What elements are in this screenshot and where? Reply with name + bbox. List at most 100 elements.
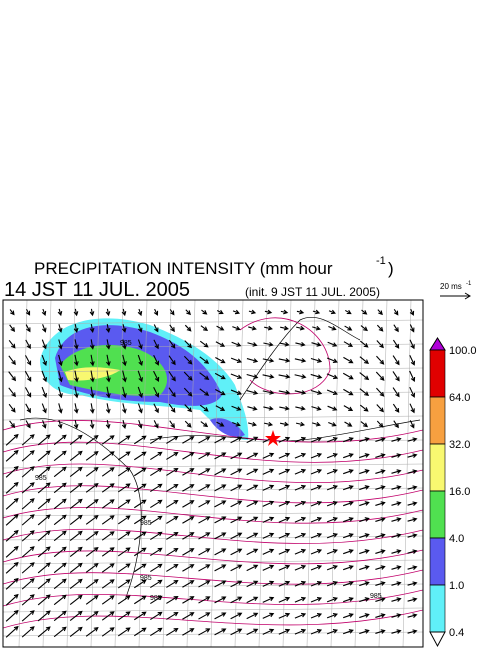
wind-arrow bbox=[278, 564, 291, 571]
wind-arrow bbox=[326, 437, 338, 443]
wind-arrow bbox=[183, 387, 193, 397]
wind-arrow bbox=[5, 593, 19, 606]
grid-line bbox=[258, 300, 268, 647]
wind-arrow bbox=[117, 627, 131, 637]
wind-arrow bbox=[8, 355, 16, 366]
wind-arrow bbox=[182, 548, 195, 556]
wind-arrow bbox=[117, 579, 131, 589]
wind-arrow bbox=[150, 451, 163, 461]
wind-arrow bbox=[184, 324, 192, 332]
wind-arrow bbox=[150, 579, 163, 589]
wind-arrow bbox=[184, 340, 193, 349]
wind-arrow bbox=[278, 628, 291, 635]
wind-arrow bbox=[246, 628, 259, 636]
isobar bbox=[3, 589, 423, 607]
isobar bbox=[3, 507, 423, 524]
grid-line bbox=[234, 300, 244, 647]
title: PRECIPITATION INTENSITY (mm hour bbox=[34, 259, 333, 278]
wind-arrow bbox=[117, 451, 131, 461]
wind-arrow bbox=[407, 485, 418, 490]
grid-line bbox=[90, 300, 100, 647]
wind-arrow bbox=[295, 405, 306, 411]
wind-arrow bbox=[150, 531, 163, 541]
wind-arrow bbox=[326, 469, 338, 475]
vector-scale-superscript: -1 bbox=[466, 281, 472, 287]
wind-arrow bbox=[278, 468, 291, 475]
wind-arrow bbox=[24, 355, 32, 366]
wind-arrow bbox=[375, 501, 386, 506]
wind-arrow bbox=[182, 564, 195, 572]
wind-arrow bbox=[214, 500, 227, 508]
wind-arrow bbox=[264, 309, 273, 315]
contour-label: 985 bbox=[370, 593, 382, 600]
wind-arrow bbox=[5, 465, 19, 478]
wind-arrow bbox=[407, 469, 418, 474]
wind-arrow bbox=[359, 485, 370, 491]
wind-arrow bbox=[215, 405, 226, 411]
wind-arrow bbox=[310, 516, 323, 523]
wind-arrow bbox=[5, 625, 19, 638]
wind-arrow bbox=[53, 514, 67, 526]
wind-arrow bbox=[101, 627, 115, 637]
wind-arrow bbox=[262, 500, 275, 507]
wind-arrow bbox=[200, 421, 209, 428]
wind-arrow bbox=[280, 309, 289, 315]
wind-arrow bbox=[182, 452, 195, 460]
wind-arrow bbox=[8, 387, 16, 398]
wind-arrow bbox=[117, 563, 131, 573]
wind-arrow bbox=[198, 548, 211, 556]
wind-arrow bbox=[214, 484, 227, 492]
wind-arrow bbox=[375, 565, 386, 570]
wind-arrow bbox=[246, 390, 259, 395]
wind-arrow bbox=[344, 325, 353, 331]
colorbar-label: 0.4 bbox=[449, 627, 464, 639]
wind-arrow bbox=[230, 500, 243, 508]
wind-arrow bbox=[137, 339, 143, 350]
contour-label: 985 bbox=[150, 595, 162, 602]
wind-arrow bbox=[392, 339, 400, 349]
wind-arrow bbox=[262, 564, 275, 571]
wind-arrow bbox=[310, 357, 323, 363]
wind-arrow bbox=[359, 549, 370, 555]
wind-arrow bbox=[214, 628, 227, 636]
wind-arrow bbox=[5, 497, 19, 510]
wind-arrow bbox=[343, 485, 354, 491]
wind-arrow bbox=[232, 422, 241, 427]
wind-arrow bbox=[153, 420, 159, 429]
wind-arrow bbox=[166, 467, 179, 476]
colorbar: 100.0 64.0 32.0 16.0 4.0 1.0 0.4 bbox=[429, 345, 477, 639]
grid-line bbox=[3, 511, 423, 517]
wind-arrow bbox=[182, 500, 195, 508]
wind-arrow bbox=[53, 610, 67, 622]
wind-arrow bbox=[391, 549, 402, 554]
wind-arrow bbox=[89, 403, 95, 414]
wind-arrow bbox=[392, 387, 400, 398]
wind-arrow bbox=[168, 371, 176, 382]
wind-arrow bbox=[69, 610, 83, 621]
wind-arrow bbox=[312, 325, 321, 331]
wind-arrow bbox=[246, 532, 259, 540]
colorbar-over bbox=[429, 337, 446, 351]
wind-arrow bbox=[73, 403, 79, 414]
wind-arrow bbox=[69, 626, 83, 637]
wind-arrow bbox=[375, 597, 386, 602]
wind-arrow bbox=[21, 578, 35, 590]
wind-arrow bbox=[42, 420, 47, 429]
wind-arrow bbox=[166, 483, 179, 492]
wind-arrow bbox=[262, 358, 275, 363]
wind-arrow bbox=[200, 325, 209, 332]
wind-arrow bbox=[133, 499, 147, 509]
wind-arrow bbox=[310, 532, 323, 539]
wind-arrow bbox=[247, 342, 258, 347]
wind-arrow bbox=[328, 421, 337, 427]
wind-arrow bbox=[198, 612, 211, 620]
wind-arrow bbox=[214, 564, 227, 572]
wind-arrow bbox=[278, 358, 291, 363]
grid-line bbox=[42, 300, 52, 647]
wind-arrow bbox=[53, 530, 67, 542]
wind-arrow bbox=[343, 453, 354, 459]
wind-arrow bbox=[168, 355, 176, 366]
wind-arrow bbox=[137, 420, 143, 429]
wind-arrow bbox=[37, 530, 51, 542]
